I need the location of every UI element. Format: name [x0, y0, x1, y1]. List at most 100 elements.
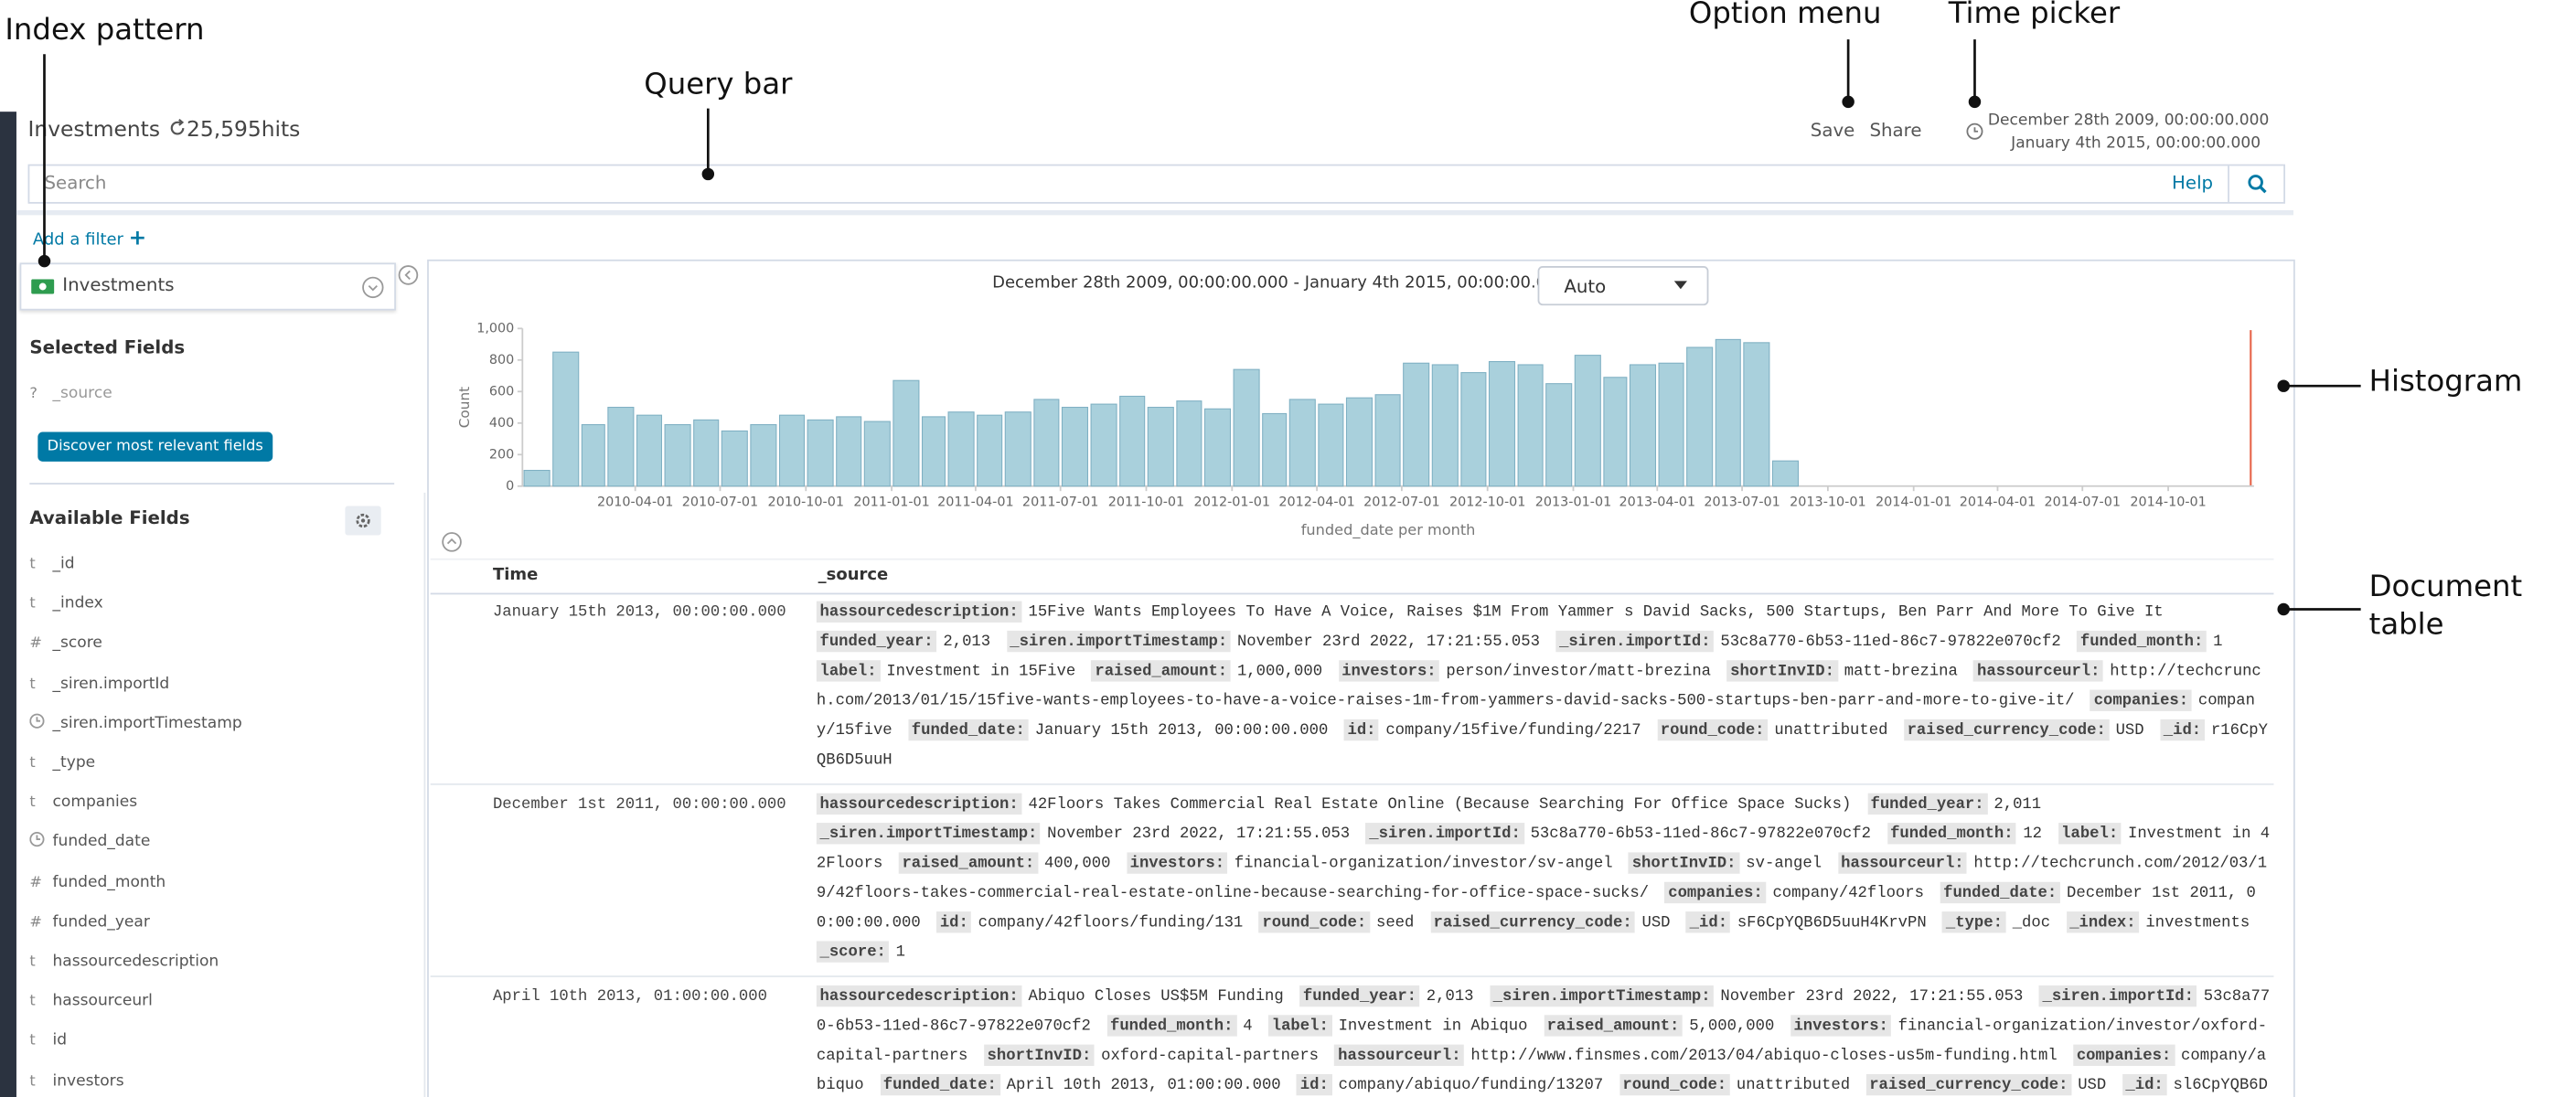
- index-icon: [31, 279, 55, 294]
- bar[interactable]: [721, 430, 748, 487]
- bar[interactable]: [1004, 411, 1031, 487]
- field-row[interactable]: _siren.importTimestamp: [29, 711, 242, 738]
- search-button[interactable]: [2248, 174, 2268, 194]
- source-value: r16CpYQB6D5uuH: [816, 720, 2268, 769]
- field-name: _index: [52, 594, 103, 613]
- save-button[interactable]: Save: [1810, 120, 1855, 142]
- settings-button[interactable]: [345, 506, 381, 536]
- x-tick-label: 2010-07-01: [682, 495, 758, 510]
- field-row[interactable]: t _type: [29, 751, 95, 777]
- bar[interactable]: [1658, 362, 1684, 487]
- source-field: funded_year: 2,011: [1866, 793, 2047, 815]
- bar[interactable]: [523, 469, 550, 487]
- bar[interactable]: [664, 423, 691, 487]
- interval-select[interactable]: Auto: [1537, 266, 1709, 306]
- document-row[interactable]: December 1st 2011, 00:00:00.000 hassource…: [430, 785, 2274, 977]
- document-row[interactable]: April 10th 2013, 01:00:00.000 hassourcede…: [431, 977, 2274, 1097]
- field-row[interactable]: t hassourcedescription: [29, 949, 219, 975]
- field-row[interactable]: t _siren.importId: [29, 671, 169, 698]
- field-row[interactable]: t id: [29, 1028, 67, 1055]
- field-row[interactable]: funded_date: [29, 830, 150, 857]
- bar[interactable]: [836, 416, 862, 487]
- bar[interactable]: [1061, 407, 1089, 487]
- index-pattern-select[interactable]: Investments: [19, 262, 396, 311]
- selected-field[interactable]: ? _source: [29, 381, 112, 408]
- field-row[interactable]: # funded_month: [29, 869, 166, 896]
- collapse-chart[interactable]: [440, 530, 463, 553]
- bar[interactable]: [1262, 412, 1288, 487]
- field-row[interactable]: t investors: [29, 1069, 123, 1095]
- clock-icon[interactable]: [1965, 122, 1985, 142]
- source-key: round_code:: [1619, 1073, 1730, 1096]
- bar[interactable]: [977, 414, 1003, 487]
- bar[interactable]: [552, 351, 580, 487]
- source-value: USD: [1641, 912, 1671, 932]
- field-row[interactable]: # funded_year: [29, 910, 150, 936]
- field-row[interactable]: t _id: [29, 552, 74, 579]
- bar[interactable]: [1517, 364, 1544, 487]
- bar[interactable]: [863, 421, 891, 487]
- field-row[interactable]: t _index: [29, 591, 102, 618]
- bar[interactable]: [1203, 408, 1232, 487]
- source-field: _id: r16CpYQB6D5uuH: [816, 719, 2268, 769]
- bar[interactable]: [607, 407, 635, 487]
- bar[interactable]: [807, 419, 834, 487]
- bar[interactable]: [1147, 407, 1174, 487]
- field-row[interactable]: # _score: [29, 632, 102, 658]
- field-name: funded_date: [52, 833, 151, 852]
- document-row[interactable]: January 15th 2013, 00:00:00.000 hassource…: [430, 593, 2274, 785]
- bar[interactable]: [1686, 346, 1714, 487]
- bar[interactable]: [1629, 364, 1657, 487]
- bar[interactable]: [1545, 383, 1573, 487]
- y-tick-label: 1,000: [476, 321, 514, 335]
- x-tick-label: 2013-07-01: [1704, 495, 1780, 510]
- source-key: funded_year:: [1299, 985, 1420, 1007]
- bar[interactable]: [581, 423, 605, 487]
- bar[interactable]: [1033, 399, 1060, 487]
- bar[interactable]: [1771, 460, 1800, 487]
- collapse-sidebar[interactable]: [398, 264, 419, 285]
- discover-button[interactable]: Discover most relevant fields: [37, 431, 273, 462]
- bar[interactable]: [893, 379, 920, 487]
- bar[interactable]: [1176, 400, 1202, 487]
- source-field: funded_month: 4: [1106, 1015, 1268, 1037]
- add-filter[interactable]: Add a filter +: [32, 226, 147, 251]
- x-tick-label: 2014-07-01: [2045, 495, 2121, 510]
- field-name: companies: [52, 793, 138, 812]
- field-row[interactable]: t companies: [29, 790, 137, 816]
- bar[interactable]: [1090, 403, 1117, 487]
- source-key: round_code:: [1258, 911, 1370, 933]
- field-name: _score: [52, 634, 102, 653]
- bar[interactable]: [947, 411, 975, 487]
- source-field: hassourceurl: http://techcrunch.com/2012/…: [817, 852, 2267, 901]
- bar[interactable]: [1119, 395, 1146, 487]
- bar[interactable]: [636, 414, 663, 487]
- bar[interactable]: [1603, 377, 1628, 487]
- bar[interactable]: [1288, 399, 1316, 487]
- bar[interactable]: [1574, 355, 1601, 487]
- bar[interactable]: [778, 414, 806, 487]
- bar[interactable]: [1715, 338, 1741, 487]
- search-bar[interactable]: Search Help: [27, 164, 2286, 204]
- field-name: id: [52, 1031, 68, 1050]
- bar[interactable]: [1488, 360, 1516, 487]
- time-picker[interactable]: December 28th 2009, 00:00:00.000 January…: [1988, 110, 2270, 155]
- bar[interactable]: [921, 416, 946, 487]
- bar[interactable]: [1743, 342, 1770, 487]
- bar[interactable]: [1345, 397, 1374, 487]
- source-key: id:: [1343, 719, 1380, 741]
- field-row[interactable]: t hassourceurl: [29, 989, 153, 1016]
- help-link[interactable]: Help: [2172, 172, 2214, 194]
- bar[interactable]: [693, 419, 720, 487]
- source-value: Investment in Abiquo: [1338, 1017, 1528, 1035]
- share-button[interactable]: Share: [1869, 120, 1922, 142]
- bar[interactable]: [1460, 372, 1487, 487]
- bar[interactable]: [1374, 394, 1401, 487]
- document-rows: January 15th 2013, 00:00:00.000 hassource…: [430, 593, 2274, 1097]
- source-value: 42Floors Takes Commercial Real Estate On…: [1028, 794, 1852, 814]
- bar[interactable]: [1233, 368, 1260, 487]
- bar[interactable]: [750, 423, 777, 487]
- bar[interactable]: [1318, 403, 1344, 487]
- bar[interactable]: [1431, 364, 1459, 487]
- bar[interactable]: [1403, 362, 1430, 487]
